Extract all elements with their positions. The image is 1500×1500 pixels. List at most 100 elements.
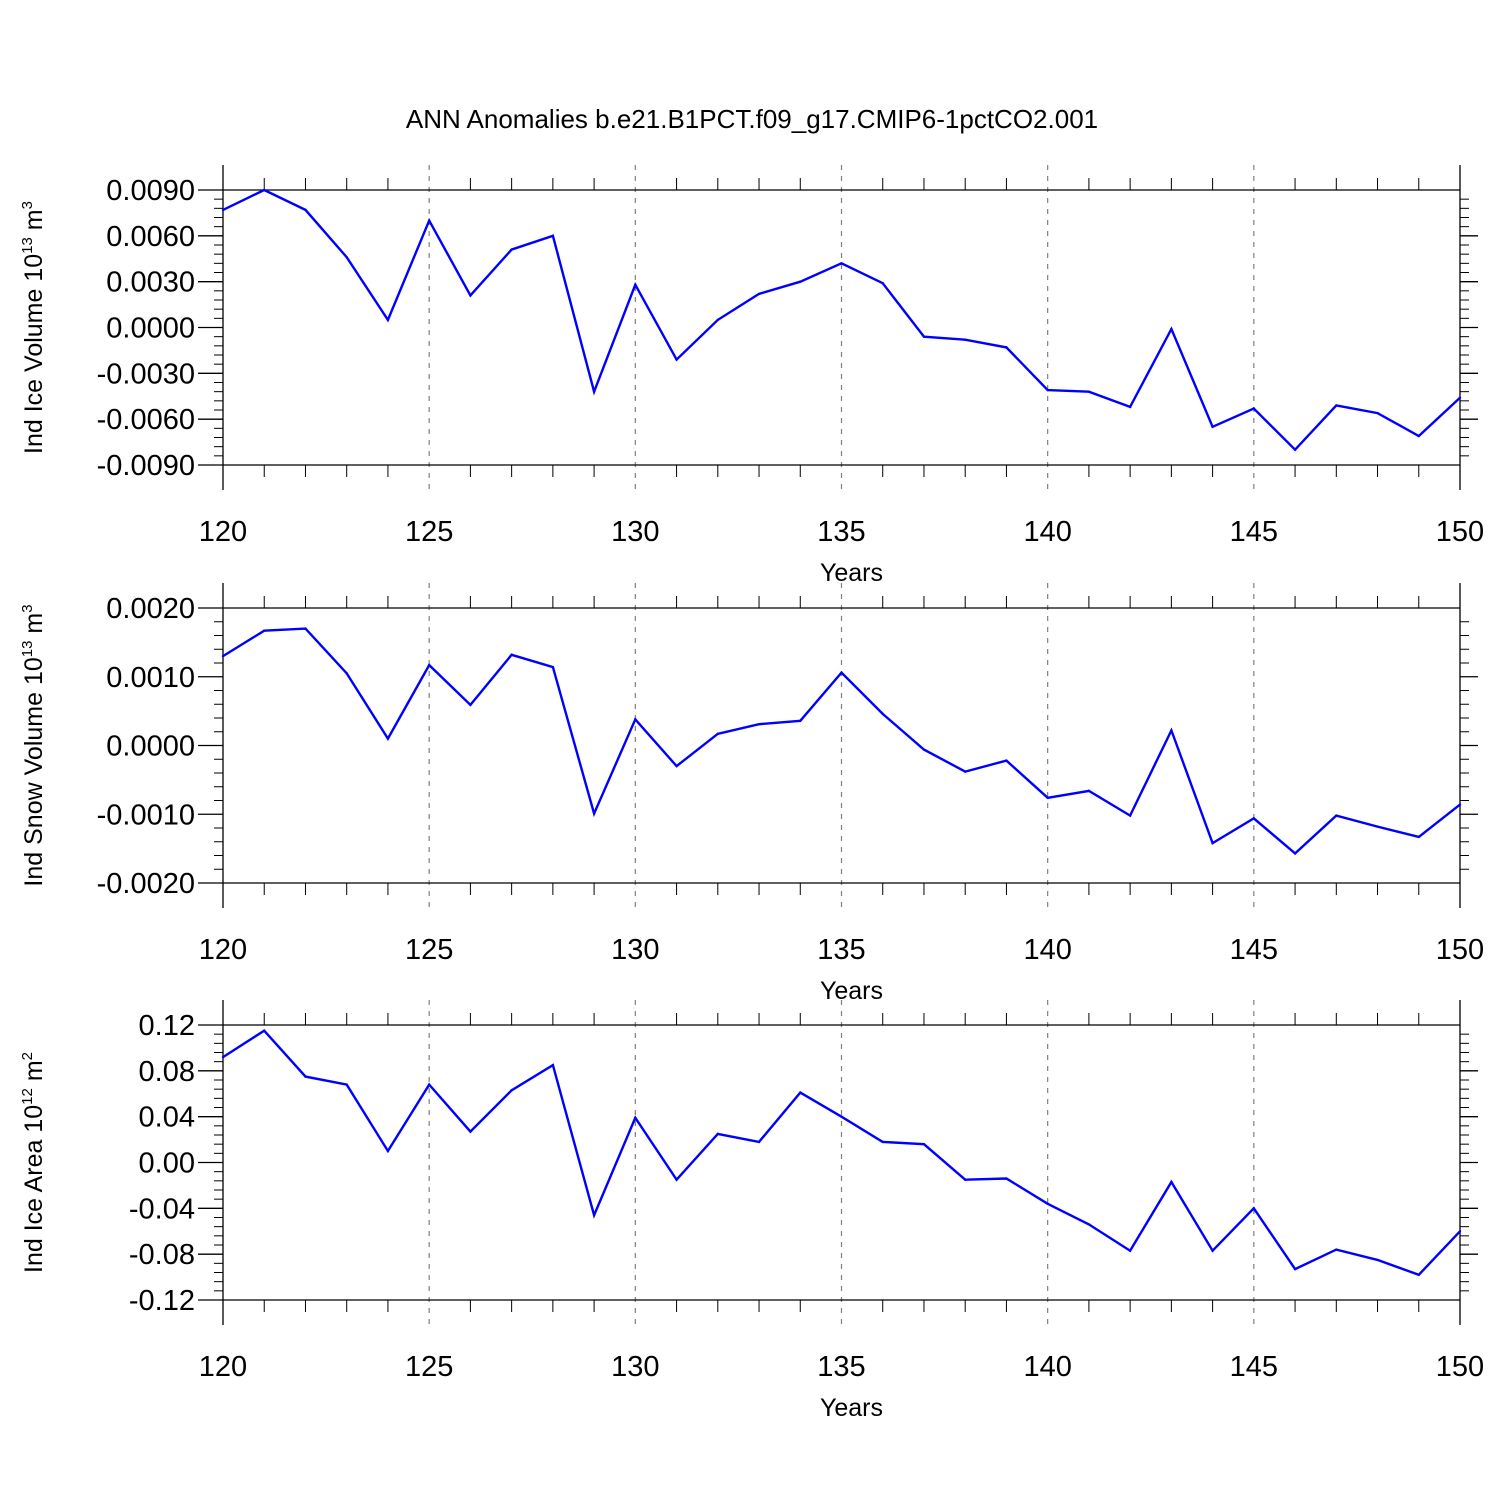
y-axis-title-part: m <box>20 1060 48 1088</box>
y-tick-label: -0.0030 <box>97 358 195 390</box>
data-point <box>1170 1180 1173 1184</box>
y-axis-title: Ind Ice Area 1012 m2 <box>19 1052 48 1273</box>
y-tick-label: 0.00 <box>139 1148 195 1180</box>
x-tick-label: 120 <box>199 1351 247 1383</box>
data-point <box>221 1055 225 1059</box>
data-point <box>881 712 884 716</box>
data-point <box>1293 1267 1297 1271</box>
data-point <box>1211 425 1214 429</box>
x-tick-label: 125 <box>405 1351 453 1383</box>
data-point <box>304 208 307 212</box>
data-point <box>263 1029 266 1032</box>
data-point <box>1376 411 1379 415</box>
data-point <box>1005 1177 1008 1180</box>
data-point <box>757 292 761 296</box>
chart-panel-2: 0.0020 0.0010 0.0000 -0.0010 -0.0020 120 125 13… <box>19 583 1484 1005</box>
data-point <box>922 1142 926 1146</box>
data-point <box>675 1178 678 1181</box>
data-point <box>1252 407 1256 410</box>
y-axis-title: Ind Ice Volume 1013 m3 <box>19 201 48 454</box>
y-tick-label: -0.04 <box>129 1193 195 1225</box>
data-point <box>1417 835 1420 839</box>
data-point <box>881 1140 884 1144</box>
data-point <box>922 748 926 751</box>
data-point <box>1046 796 1049 799</box>
x-tick-label: 145 <box>1230 1351 1278 1383</box>
data-point <box>345 256 348 259</box>
x-tick-label: 120 <box>199 934 247 966</box>
y-axis-title-superscript: 3 <box>19 201 36 209</box>
y-tick-label: 0.0020 <box>106 593 195 625</box>
x-tick-label: 135 <box>817 1351 865 1383</box>
chart-panel-3: 0.12 0.08 0.04 0.00 -0.04 -0.08 -0.12 120 125 130… <box>19 1000 1484 1422</box>
data-point <box>1335 404 1338 407</box>
data-point <box>1458 803 1462 806</box>
x-tick-label: 120 <box>199 516 247 548</box>
data-point <box>840 671 843 674</box>
x-axis-title: Years <box>820 559 883 587</box>
data-point <box>840 1115 843 1118</box>
x-tick-label: 125 <box>405 934 453 966</box>
y-axis-title: Ind Snow Volume 1013 m3 <box>19 604 48 886</box>
y-axis-title-part: Ind Ice Volume 10 <box>20 254 48 454</box>
y-tick-label: -0.12 <box>129 1285 195 1317</box>
y-tick-label: 0.0030 <box>106 267 195 299</box>
data-point <box>592 1214 596 1217</box>
data-point <box>716 732 719 736</box>
y-axis-title-part: Ind Ice Area 10 <box>20 1105 48 1273</box>
data-point <box>716 1132 719 1136</box>
data-point <box>1252 1207 1256 1210</box>
x-axis-title: Years <box>820 977 883 1005</box>
data-point <box>675 358 678 361</box>
data-point <box>221 208 225 212</box>
data-point <box>757 1140 761 1144</box>
data-point <box>386 1149 390 1153</box>
data-point <box>427 1083 431 1086</box>
data-point <box>757 722 761 726</box>
data-point <box>922 335 926 338</box>
data-point <box>634 1116 637 1120</box>
data-point <box>964 1178 967 1181</box>
data-point <box>304 627 307 630</box>
data-point <box>1211 841 1214 845</box>
data-point <box>799 1091 802 1094</box>
data-point <box>1458 1230 1462 1233</box>
data-point <box>1128 1249 1132 1252</box>
y-tick-label: -0.0060 <box>97 404 195 436</box>
y-axis-title-superscript: 13 <box>19 237 36 254</box>
chart-panel-1: 0.0090 0.0060 0.0030 0.0000 -0.0030 -0.0060 -0… <box>19 165 1484 587</box>
data-point <box>551 665 555 669</box>
data-point <box>345 672 348 675</box>
data-point <box>386 318 390 322</box>
data-point <box>1170 729 1173 732</box>
data-point <box>1046 388 1049 392</box>
y-tick-label: 0.12 <box>139 1010 195 1042</box>
x-tick-label: 125 <box>405 516 453 548</box>
y-tick-label: 0.0060 <box>106 221 195 253</box>
data-point <box>1087 390 1091 393</box>
y-axis-title-superscript: 2 <box>19 1052 36 1060</box>
y-axis-title-part: m <box>20 209 48 237</box>
data-point <box>221 654 225 658</box>
y-tick-label: 0.0010 <box>106 662 195 694</box>
y-axis-title-part: m <box>20 613 48 641</box>
y-tick-label: -0.0020 <box>97 868 195 900</box>
data-point <box>1335 1248 1338 1251</box>
data-point <box>345 1083 348 1086</box>
x-tick-label: 140 <box>1023 516 1071 548</box>
data-point <box>1128 814 1132 817</box>
y-axis-title-superscript: 13 <box>19 641 36 658</box>
data-point <box>675 764 678 768</box>
data-point <box>304 1075 307 1078</box>
data-point <box>1376 825 1379 828</box>
data-point <box>1005 346 1008 349</box>
y-tick-label: -0.08 <box>129 1239 195 1271</box>
y-tick-label: 0.08 <box>139 1056 195 1088</box>
data-point <box>1293 448 1297 451</box>
y-axis-title-part: Ind Snow Volume 10 <box>20 657 48 886</box>
data-point <box>469 294 472 297</box>
data-point <box>840 262 843 265</box>
y-tick-label: 0.04 <box>139 1102 195 1134</box>
